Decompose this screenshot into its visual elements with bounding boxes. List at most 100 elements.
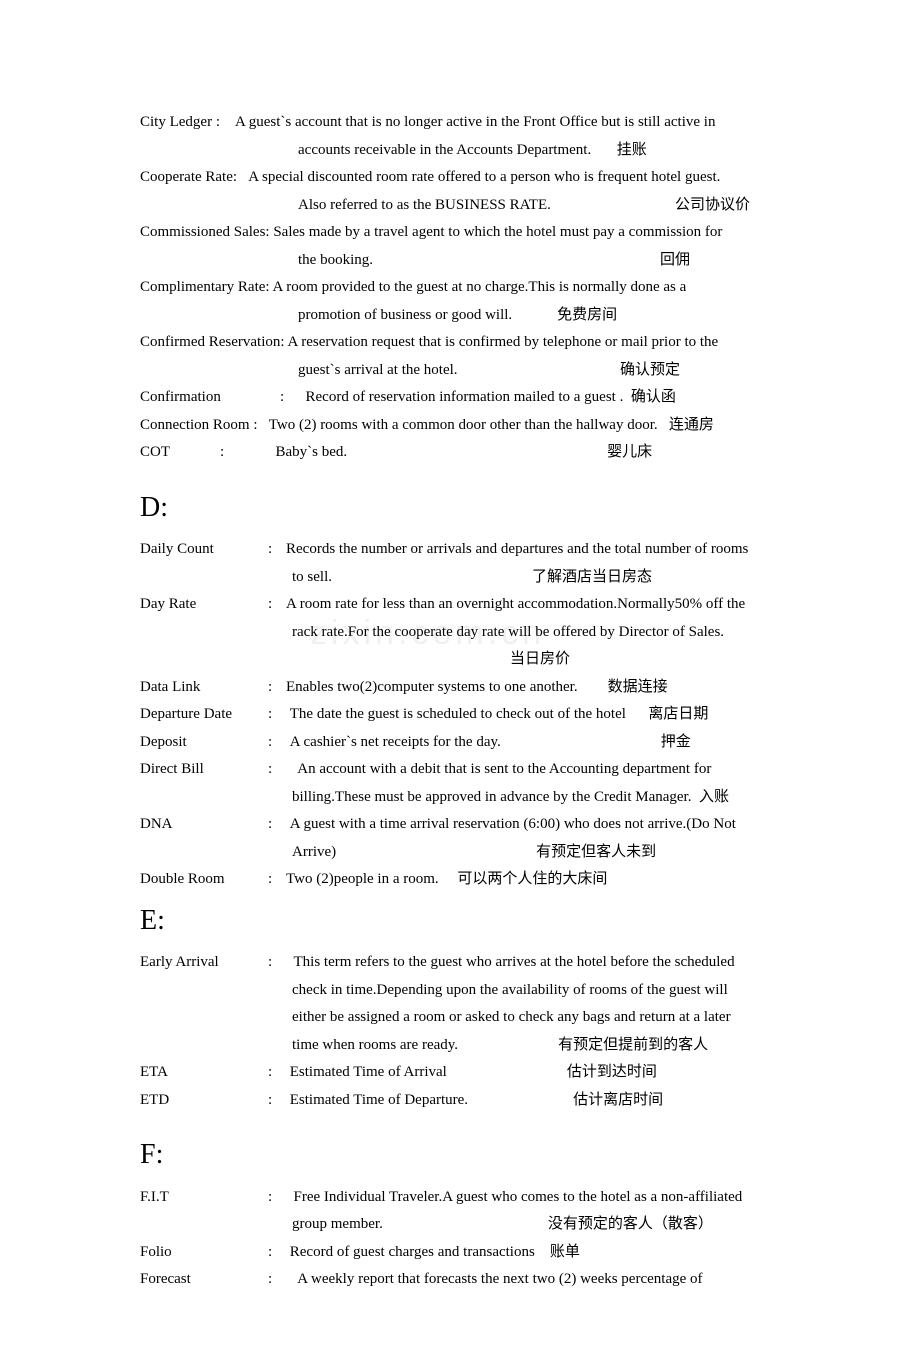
term-early-arrival: Early Arrival — [140, 950, 268, 976]
term-day-rate: Day Rate — [140, 592, 268, 618]
def-fit-1: Free Individual Traveler.A guest who com… — [294, 1189, 743, 1205]
def-early-arrival-4-row: time when rooms are ready.有预定但提前到的客人 — [140, 1033, 810, 1059]
section-letter-d: D: — [140, 484, 810, 532]
term-daily-count: Daily Count — [140, 537, 268, 563]
entry-etd: ETD: Estimated Time of Departure.估计离店时间 — [140, 1088, 810, 1114]
entry-deposit: Deposit: A cashier`s net receipts for th… — [140, 730, 810, 756]
entry-complimentary-rate: Complimentary Rate: A room provided to t… — [140, 275, 810, 301]
cn-confirmed-reservation: 确认预定 — [620, 358, 680, 384]
term-deposit: Deposit — [140, 730, 268, 756]
def-forecast: A weekly report that forecasts the next … — [297, 1271, 702, 1287]
term-eta: ETA — [140, 1060, 268, 1086]
entry-confirmation: Confirmation: Record of reservation info… — [140, 385, 810, 411]
entry-cot: COT: Baby`s bed.婴儿床 — [140, 440, 810, 466]
entry-daily-count: Daily Count: Records the number or arriv… — [140, 537, 810, 563]
entry-day-rate: Day Rate: A room rate for less than an o… — [140, 592, 810, 618]
def-data-link: Enables two(2)computer systems to one an… — [286, 679, 578, 695]
term-direct-bill: Direct Bill — [140, 757, 268, 783]
entry-connection-room: Connection Room : Two (2) rooms with a c… — [140, 413, 810, 439]
def-early-arrival-3: either be assigned a room or asked to ch… — [140, 1005, 810, 1031]
def-city-ledger-1: A guest`s account that is no longer acti… — [235, 114, 715, 130]
def-confirmation: Record of reservation information mailed… — [306, 389, 624, 405]
def-day-rate-1: A room rate for less than an overnight a… — [286, 592, 810, 618]
term-confirmation: Confirmation — [140, 385, 280, 411]
def-folio: Record of guest charges and transactions — [290, 1244, 535, 1260]
entry-dna: DNA: A guest with a time arrival reserva… — [140, 812, 810, 838]
term-forecast: Forecast — [140, 1267, 268, 1293]
term-folio: Folio — [140, 1240, 268, 1266]
def-day-rate-2-row: rack rate.For the cooperate day rate wil… — [140, 620, 810, 646]
def-cooperate-rate-2-row: Also referred to as the BUSINESS RATE.公司… — [140, 193, 810, 219]
def-etd: Estimated Time of Departure. — [290, 1092, 468, 1108]
def-double-room: Two (2)people in a room. — [286, 871, 439, 887]
cn-city-ledger: 挂账 — [617, 142, 647, 158]
term-connection-room: Connection Room : — [140, 417, 258, 433]
cn-deposit: 押金 — [661, 734, 691, 750]
cn-folio: 账单 — [550, 1244, 580, 1260]
def-commissioned-sales-1: Sales made by a travel agent to which th… — [273, 224, 722, 240]
def-connection-room: Two (2) rooms with a common door other t… — [269, 417, 658, 433]
term-confirmed-reservation: Confirmed Reservation: — [140, 334, 285, 350]
def-early-arrival-1: This term refers to the guest who arrive… — [294, 954, 735, 970]
def-confirmed-reservation-2-row: guest`s arrival at the hotel.确认预定 — [140, 358, 810, 384]
def-eta: Estimated Time of Arrival — [290, 1064, 447, 1080]
section-letter-f: F: — [140, 1131, 810, 1179]
cn-etd: 估计离店时间 — [573, 1092, 663, 1108]
cn-complimentary-rate: 免费房间 — [557, 307, 617, 323]
term-data-link: Data Link — [140, 675, 268, 701]
term-departure-date: Departure Date — [140, 702, 268, 728]
entry-folio: Folio: Record of guest charges and trans… — [140, 1240, 810, 1266]
term-fit: F.I.T — [140, 1185, 268, 1211]
def-cot: Baby`s bed. — [276, 444, 348, 460]
def-deposit: A cashier`s net receipts for the day. — [290, 734, 501, 750]
cn-dna: 有预定但客人未到 — [536, 844, 656, 860]
cn-confirmation: 确认函 — [631, 389, 676, 405]
cn-departure-date: 离店日期 — [648, 706, 708, 722]
entry-departure-date: Departure Date: The date the guest is sc… — [140, 702, 810, 728]
entry-confirmed-reservation: Confirmed Reservation: A reservation req… — [140, 330, 810, 356]
cn-daily-count: 了解酒店当日房态 — [532, 569, 652, 585]
term-city-ledger: City Ledger : — [140, 114, 220, 130]
def-city-ledger-2-row: accounts receivable in the Accounts Depa… — [140, 138, 810, 164]
def-commissioned-sales-2-row: the booking.回佣 — [140, 248, 810, 274]
cn-cooperate-rate: 公司协议价 — [675, 193, 750, 219]
cn-connection-room: 连通房 — [669, 417, 714, 433]
section-letter-e: E: — [140, 897, 810, 945]
cn-fit: 没有预定的客人（散客） — [548, 1216, 713, 1232]
def-daily-count-2-row: to sell.了解酒店当日房态 — [140, 565, 810, 591]
term-cooperate-rate: Cooperate Rate: — [140, 169, 237, 185]
cn-double-room: 可以两个人住的大床间 — [457, 871, 607, 887]
cn-direct-bill: 入账 — [699, 789, 729, 805]
def-complimentary-rate-2-row: promotion of business or good will. 免费房间 — [140, 303, 810, 329]
entry-early-arrival: Early Arrival: This term refers to the g… — [140, 950, 810, 976]
entry-eta: ETA: Estimated Time of Arrival估计到达时间 — [140, 1060, 810, 1086]
term-dna: DNA — [140, 812, 268, 838]
def-fit-2-row: group member.没有预定的客人（散客） — [140, 1212, 810, 1238]
entry-cooperate-rate: Cooperate Rate: A special discounted roo… — [140, 165, 810, 191]
cn-eta: 估计到达时间 — [567, 1064, 657, 1080]
term-commissioned-sales: Commissioned Sales: — [140, 224, 270, 240]
term-double-room: Double Room — [140, 867, 268, 893]
cn-data-link: 数据连接 — [608, 679, 668, 695]
cn-commissioned-sales: 回佣 — [660, 248, 690, 274]
term-etd: ETD — [140, 1088, 268, 1114]
def-daily-count-1: Records the number or arrivals and depar… — [286, 537, 810, 563]
def-dna-1: A guest with a time arrival reservation … — [286, 812, 810, 838]
cn-cot: 婴儿床 — [607, 444, 652, 460]
def-cooperate-rate-1: A special discounted room rate offered t… — [248, 169, 720, 185]
def-early-arrival-2: check in time.Depending upon the availab… — [140, 978, 810, 1004]
entry-data-link: Data Link: Enables two(2)computer system… — [140, 675, 810, 701]
def-departure-date: The date the guest is scheduled to check… — [290, 706, 626, 722]
def-complimentary-rate-1: A room provided to the guest at no charg… — [273, 279, 687, 295]
term-cot: COT — [140, 440, 220, 466]
entry-fit: F.I.T: Free Individual Traveler.A guest … — [140, 1185, 810, 1211]
cn-early-arrival: 有预定但提前到的客人 — [558, 1037, 708, 1053]
def-dna-2-row: Arrive)有预定但客人未到 — [140, 840, 810, 866]
cn-day-rate-row: 当日房价 — [140, 647, 810, 673]
entry-forecast: Forecast: A weekly report that forecasts… — [140, 1267, 810, 1293]
entry-commissioned-sales: Commissioned Sales: Sales made by a trav… — [140, 220, 810, 246]
entry-city-ledger: City Ledger : A guest`s account that is … — [140, 110, 810, 136]
def-direct-bill-1: An account with a debit that is sent to … — [297, 761, 711, 777]
def-confirmed-reservation-1: A reservation request that is confirmed … — [288, 334, 719, 350]
term-complimentary-rate: Complimentary Rate: — [140, 279, 270, 295]
